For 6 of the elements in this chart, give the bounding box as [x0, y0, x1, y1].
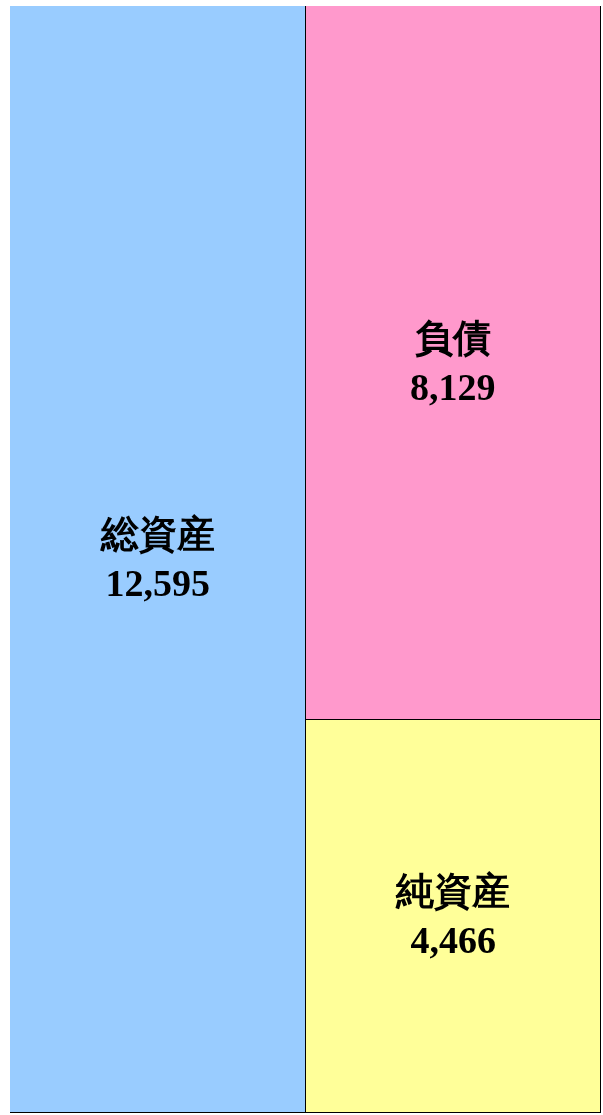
data-label: 4,466: [410, 919, 496, 962]
series-label: 負債: [414, 316, 491, 359]
series-label: 総資産: [99, 513, 215, 556]
data-label: 12,595: [105, 562, 210, 605]
data-label: 8,129: [410, 365, 496, 408]
series-label: 純資産: [395, 870, 511, 913]
